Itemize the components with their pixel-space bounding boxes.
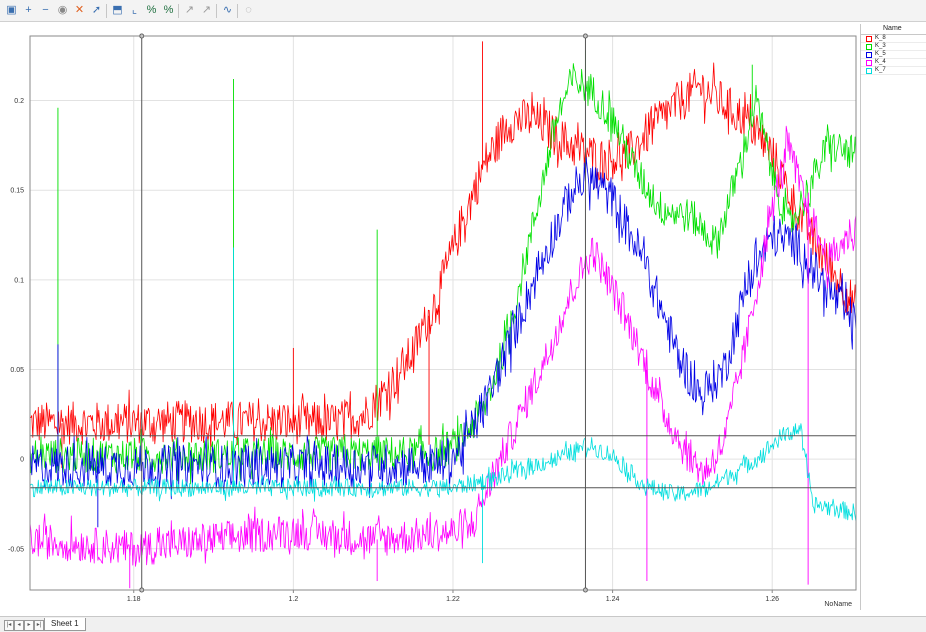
chart-plot[interactable]: 1.18 1.2 1.22 1.24 1.26 -0.05 0 0.05 0.1 0.15 0.2… xyxy=(0,22,860,616)
legend-swatch xyxy=(866,44,872,50)
legend-label: K_7 xyxy=(875,67,886,73)
legend-item[interactable]: K_5 xyxy=(861,51,926,59)
legend-swatch xyxy=(866,36,872,42)
x-tick-label: 1.24 xyxy=(606,596,620,603)
legend-items: K_8 K_3 K_5 K_4 K_7 xyxy=(861,35,926,75)
toolbar-separator xyxy=(216,4,217,18)
zoom-out-icon[interactable]: − xyxy=(42,4,49,16)
legend-item[interactable]: K_3 xyxy=(861,43,926,51)
legend-header: Name xyxy=(861,24,926,35)
legend-item[interactable]: K_7 xyxy=(861,67,926,75)
reset-icon[interactable]: ◉ xyxy=(57,4,68,16)
legend-item[interactable]: K_8 xyxy=(861,35,926,43)
scale-icon[interactable]: ⌞ xyxy=(131,4,138,16)
legend-swatch xyxy=(866,52,872,58)
cursor-icon[interactable]: ↗ xyxy=(184,4,195,16)
chart-options-icon[interactable]: ▣ xyxy=(6,4,17,16)
delete-icon[interactable]: ✕ xyxy=(74,4,85,16)
pointer-icon[interactable]: ➚ xyxy=(91,4,102,16)
series-group xyxy=(29,41,857,589)
spline-icon[interactable]: ∿ xyxy=(222,4,233,16)
series-line-K_4 xyxy=(29,125,857,567)
toolbar-separator xyxy=(106,4,107,18)
legend-label: K_8 xyxy=(875,35,886,41)
axis-icon[interactable]: ⬒ xyxy=(112,4,123,16)
first-sheet-button[interactable]: |◂ xyxy=(4,620,14,631)
x-tick-label: 1.22 xyxy=(446,596,460,603)
legend-label: K_5 xyxy=(875,51,886,57)
sheet-bar: |◂ ◂ ▸ ▸| Sheet 1 xyxy=(0,616,926,632)
y-tick-label: -0.05 xyxy=(8,546,24,553)
legend-label: K_3 xyxy=(875,43,886,49)
prev-sheet-button[interactable]: ◂ xyxy=(14,620,24,631)
x-tick-label: 1.26 xyxy=(765,596,779,603)
x-tick-label: 1.18 xyxy=(127,596,141,603)
x-axis-label: NoName xyxy=(824,601,852,608)
series-line-K_8 xyxy=(29,62,857,451)
y-tick-label: 0.2 xyxy=(14,98,24,105)
y-ticks: -0.05 0 0.05 0.1 0.15 0.2 xyxy=(8,98,24,553)
cursor-alt-icon[interactable]: ↗ xyxy=(201,4,212,16)
legend-item[interactable]: K_4 xyxy=(861,59,926,67)
toolbar-separator xyxy=(178,4,179,18)
series-line-K_5 xyxy=(29,157,857,500)
sheet-tab[interactable]: Sheet 1 xyxy=(44,618,86,631)
x-tick-label: 1.2 xyxy=(288,596,298,603)
legend-swatch xyxy=(866,68,872,74)
legend-panel: Name K_8 K_3 K_5 K_4 K_7 xyxy=(860,24,926,610)
y-tick-label: 0.15 xyxy=(10,188,24,195)
toolbar-separator xyxy=(237,4,238,18)
grid-lines xyxy=(30,36,856,590)
cursor-lines[interactable] xyxy=(30,33,856,593)
percent-alt-icon[interactable]: % xyxy=(163,4,174,16)
y-tick-label: 0.1 xyxy=(14,277,24,284)
last-sheet-button[interactable]: ▸| xyxy=(34,620,44,631)
y-tick-label: 0.05 xyxy=(10,367,24,374)
hide-icon[interactable]: ◌ xyxy=(245,4,252,16)
y-tick-label: 0 xyxy=(20,457,24,464)
next-sheet-button[interactable]: ▸ xyxy=(24,620,34,631)
toolbar: ▣ + − ◉ ✕ ➚ ⬒ ⌞%% ↗ ↗ ∿ ◌ xyxy=(0,0,926,22)
legend-swatch xyxy=(866,60,872,66)
zoom-in-icon[interactable]: + xyxy=(25,4,32,16)
legend-label: K_4 xyxy=(875,59,886,65)
plot-frame xyxy=(29,35,857,591)
percent-icon[interactable]: % xyxy=(146,4,157,16)
